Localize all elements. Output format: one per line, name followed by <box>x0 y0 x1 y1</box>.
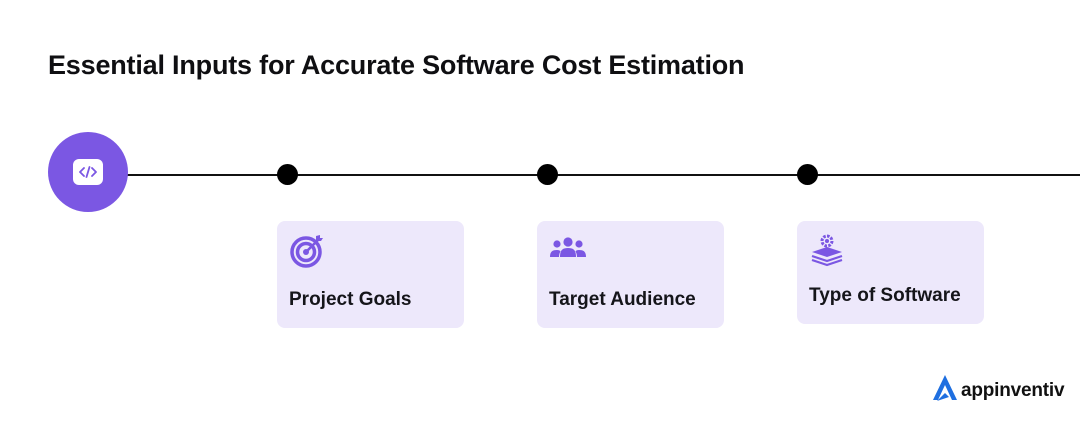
brand-name: appinventiv <box>961 379 1065 401</box>
step-card-type-of-software: Type of Software <box>797 221 984 324</box>
users-icon <box>549 233 587 268</box>
appinventiv-logo-icon <box>932 374 958 407</box>
step-label: Project Goals <box>289 289 412 310</box>
step-label: Type of Software <box>809 285 961 306</box>
target-icon <box>289 233 325 274</box>
timeline-dot-2 <box>537 164 558 185</box>
timeline-dot-1 <box>277 164 298 185</box>
code-icon <box>73 159 103 185</box>
timeline-start-node <box>48 132 128 212</box>
brand-logo: appinventiv <box>932 374 1065 407</box>
timeline-line <box>88 174 1080 176</box>
step-label: Target Audience <box>549 289 696 310</box>
page-title: Essential Inputs for Accurate Software C… <box>48 50 745 80</box>
step-card-project-goals: Project Goals <box>277 221 464 328</box>
step-card-target-audience: Target Audience <box>537 221 724 328</box>
timeline-dot-3 <box>797 164 818 185</box>
layers-gear-icon <box>809 233 845 272</box>
